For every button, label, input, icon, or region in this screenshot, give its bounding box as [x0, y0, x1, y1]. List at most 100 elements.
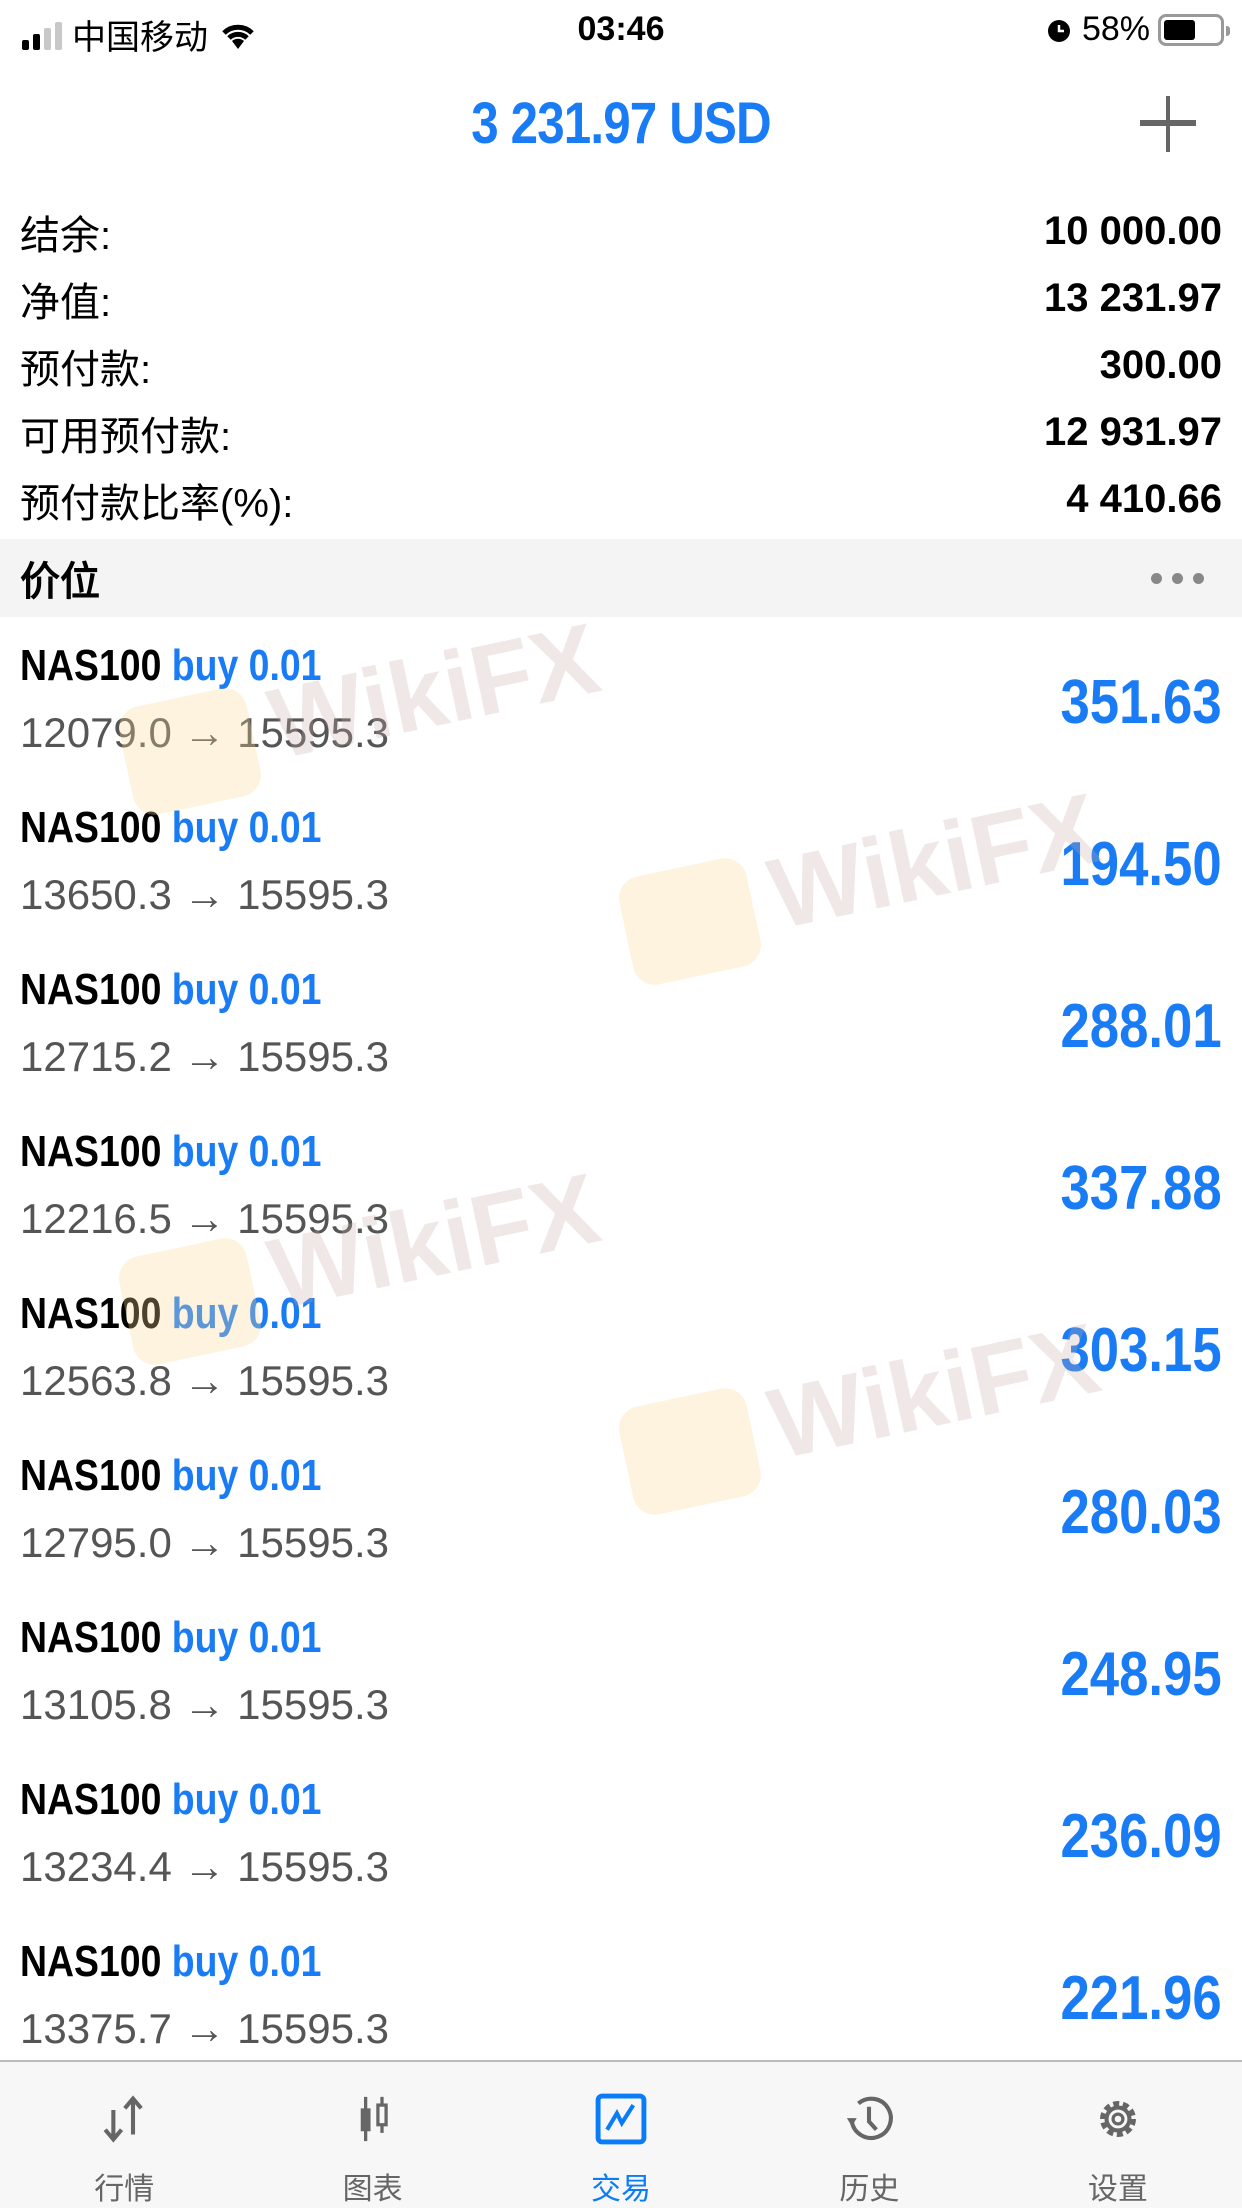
- position-profit: 248.95: [1060, 1640, 1222, 1709]
- position-prices: 12795.0 → 15595.3: [20, 1519, 389, 1566]
- tab-label: 历史: [839, 2173, 900, 2206]
- summary-row-margin: 预付款: 300.00: [20, 332, 1222, 399]
- history-clock-icon: [847, 2096, 894, 2140]
- position-title: NAS100 buy 0.01: [20, 1451, 321, 1501]
- tab-label: 图表: [342, 2173, 403, 2206]
- position-title: NAS100 buy 0.01: [20, 965, 321, 1015]
- summary-label: 结余:: [20, 213, 112, 258]
- summary-label: 预付款:: [20, 347, 152, 392]
- tab-settings[interactable]: 设置: [994, 2062, 1242, 2208]
- position-type: buy 0.01: [171, 641, 322, 690]
- position-profit: 351.63: [1060, 668, 1222, 737]
- summary-value: 4 410.66: [1066, 477, 1222, 521]
- position-symbol: NAS100: [20, 1613, 162, 1662]
- summary-value: 13 231.97: [1044, 276, 1222, 320]
- position-type: buy 0.01: [171, 1451, 322, 1500]
- summary-row-free-margin: 可用预付款: 12 931.97: [20, 399, 1222, 466]
- position-symbol: NAS100: [20, 641, 162, 690]
- position-type: buy 0.01: [171, 803, 322, 852]
- position-profit: 280.03: [1060, 1478, 1222, 1547]
- tab-history[interactable]: 历史: [745, 2062, 993, 2208]
- position-profit: 288.01: [1060, 992, 1222, 1061]
- position-symbol: NAS100: [20, 965, 162, 1014]
- position-row[interactable]: NAS100 buy 0.01 12795.0 → 15595.3 280.03: [0, 1427, 1242, 1589]
- status-bar: 中国移动 03:46 58%: [0, 0, 1242, 62]
- tab-bar: 行情 图表 交易 历史 设置: [0, 2060, 1242, 2208]
- position-type: buy 0.01: [171, 1127, 322, 1176]
- tab-quotes[interactable]: 行情: [0, 2062, 248, 2208]
- position-title: NAS100 buy 0.01: [20, 1613, 321, 1663]
- position-title: NAS100 buy 0.01: [20, 641, 321, 691]
- position-title: NAS100 buy 0.01: [20, 1937, 321, 1987]
- summary-value: 10 000.00: [1044, 209, 1222, 253]
- position-profit: 194.50: [1060, 830, 1222, 899]
- position-title: NAS100 buy 0.01: [20, 803, 321, 853]
- signal-icon: [22, 20, 62, 50]
- position-row[interactable]: NAS100 buy 0.01 12563.8 → 15595.3 303.15: [0, 1265, 1242, 1427]
- alarm-icon: [1047, 19, 1070, 42]
- position-prices: 12715.2 → 15595.3: [20, 1033, 389, 1080]
- position-symbol: NAS100: [20, 803, 162, 852]
- trade-chart-icon: [595, 2093, 647, 2145]
- summary-row-balance: 结余: 10 000.00: [20, 198, 1222, 265]
- position-symbol: NAS100: [20, 1775, 162, 1824]
- position-symbol: NAS100: [20, 1289, 162, 1338]
- summary-label: 可用预付款:: [20, 414, 232, 459]
- position-prices: 13650.3 → 15595.3: [20, 871, 389, 918]
- position-prices: 12079.0 → 15595.3: [20, 709, 389, 756]
- battery-percent: 58%: [1081, 10, 1150, 48]
- summary-label: 预付款比率(%):: [20, 481, 294, 526]
- position-profit: 236.09: [1060, 1802, 1222, 1871]
- position-row[interactable]: NAS100 buy 0.01 13650.3 → 15595.3 194.50: [0, 779, 1242, 941]
- tab-label: 行情: [94, 2173, 155, 2206]
- summary-value: 300.00: [1099, 343, 1222, 387]
- position-type: buy 0.01: [171, 1937, 322, 1986]
- position-row[interactable]: NAS100 buy 0.01 13234.4 → 15595.3 236.09: [0, 1751, 1242, 1913]
- position-profit: 337.88: [1060, 1154, 1222, 1223]
- tab-charts[interactable]: 图表: [248, 2062, 496, 2208]
- clock: 03:46: [577, 10, 665, 48]
- position-prices: 12563.8 → 15595.3: [20, 1357, 389, 1404]
- position-profit: 303.15: [1060, 1316, 1222, 1385]
- battery-icon: [1158, 13, 1230, 46]
- summary-row-equity: 净值: 13 231.97: [20, 265, 1222, 332]
- gear-icon: [1099, 2101, 1136, 2137]
- position-row[interactable]: NAS100 buy 0.01 13105.8 → 15595.3 248.95: [0, 1589, 1242, 1751]
- summary-row-margin-level: 预付款比率(%): 4 410.66: [20, 466, 1222, 533]
- page-title: 3 231.97 USD: [471, 91, 771, 156]
- candlestick-icon: [360, 2096, 388, 2142]
- position-title: NAS100 buy 0.01: [20, 1775, 321, 1825]
- position-type: buy 0.01: [171, 1775, 322, 1824]
- position-prices: 13375.7 → 15595.3: [20, 2005, 389, 2052]
- position-type: buy 0.01: [171, 1289, 322, 1338]
- wifi-icon: [222, 24, 254, 49]
- position-prices: 12216.5 → 15595.3: [20, 1195, 389, 1242]
- position-title: NAS100 buy 0.01: [20, 1127, 321, 1177]
- positions-list: NAS100 buy 0.01 12079.0 → 15595.3 351.63 NA…: [0, 617, 1242, 2075]
- tab-label: 交易: [591, 2173, 652, 2206]
- summary-value: 12 931.97: [1044, 410, 1222, 454]
- section-title: 价位: [20, 560, 100, 604]
- position-symbol: NAS100: [20, 1937, 162, 1986]
- position-row[interactable]: NAS100 buy 0.01 12715.2 → 15595.3 288.01: [0, 941, 1242, 1103]
- position-row[interactable]: NAS100 buy 0.01 12079.0 → 15595.3 351.63: [0, 617, 1242, 779]
- position-type: buy 0.01: [171, 965, 322, 1014]
- position-profit: 221.96: [1060, 1964, 1222, 2033]
- position-row[interactable]: NAS100 buy 0.01 12216.5 → 15595.3 337.88: [0, 1103, 1242, 1265]
- summary-label: 净值:: [20, 280, 112, 325]
- account-summary: 结余: 10 000.00 净值: 13 231.97 预付款: 300.00 可用预…: [20, 198, 1222, 533]
- plus-icon[interactable]: [1140, 96, 1196, 152]
- position-prices: 13234.4 → 15595.3: [20, 1843, 389, 1890]
- position-title: NAS100 buy 0.01: [20, 1289, 321, 1339]
- tab-trade[interactable]: 交易: [497, 2062, 745, 2208]
- position-symbol: NAS100: [20, 1451, 162, 1500]
- quotes-arrows-icon: [103, 2095, 143, 2143]
- positions-header: 价位: [0, 539, 1242, 617]
- more-dots-icon[interactable]: [1151, 572, 1204, 584]
- position-symbol: NAS100: [20, 1127, 162, 1176]
- position-prices: 13105.8 → 15595.3: [20, 1681, 389, 1728]
- position-type: buy 0.01: [171, 1613, 322, 1662]
- position-row[interactable]: NAS100 buy 0.01 13375.7 → 15595.3 221.96: [0, 1913, 1242, 2075]
- carrier: 中国移动: [72, 19, 208, 57]
- tab-label: 设置: [1087, 2173, 1148, 2206]
